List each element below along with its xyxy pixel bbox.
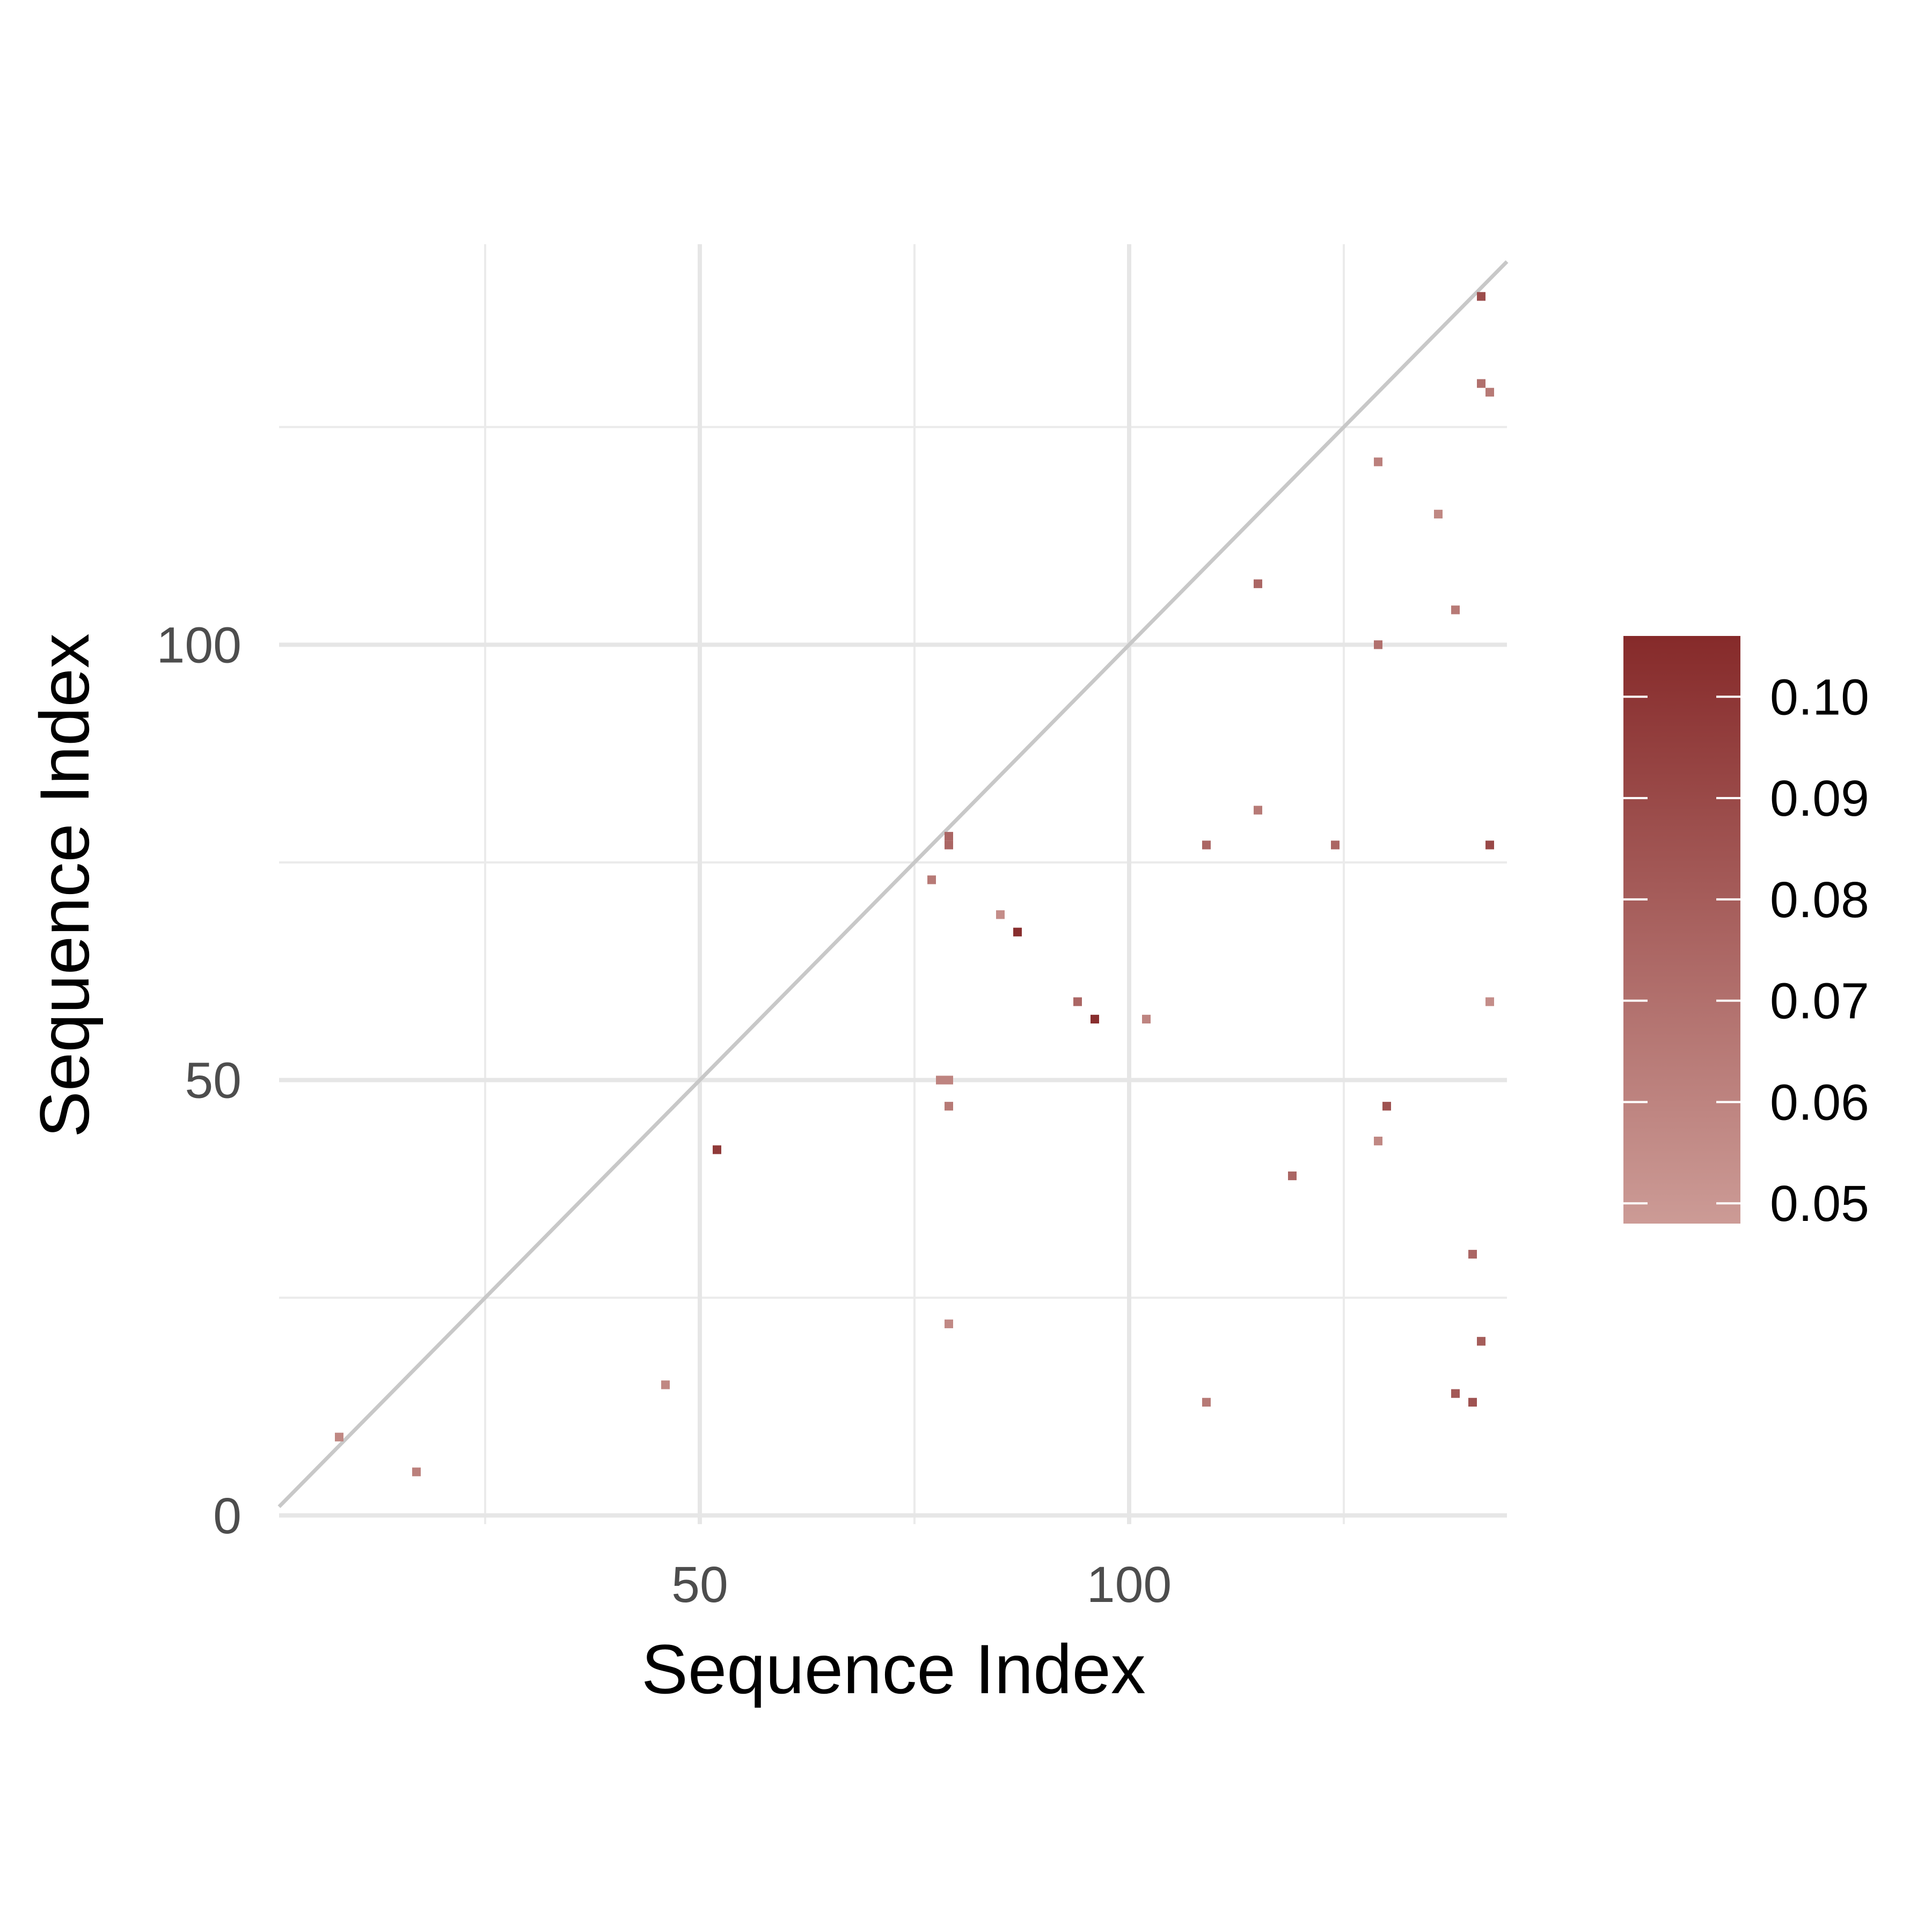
heatmap-cell [1477,292,1485,301]
heatmap-cell [412,1467,421,1476]
heatmap-cell [945,1075,953,1085]
colorbar-legend: 0.05 0.06 0.07 0.08 0.09 0.10 [1623,636,1869,1232]
colorbar-tick-label: 0.05 [1770,1175,1869,1232]
y-axis-ticks: 0 50 100 [156,617,241,1544]
heatmap-cell [1013,927,1022,936]
heatmap-cell [1485,840,1494,850]
heatmap-cell [1142,1014,1151,1024]
heatmap-cell [1434,509,1443,519]
heatmap-cell [1485,387,1494,397]
heatmap-cell [1451,1389,1460,1398]
heatmap-cell [945,1319,953,1328]
heatmap-cell [927,875,936,884]
heatmap-cell [945,1102,953,1111]
heatmap-cell [945,832,953,841]
y-tick-label: 50 [185,1052,241,1109]
heatmap-cell [1202,1397,1211,1407]
heatmap-cell [1374,457,1382,466]
heatmap-cell [1073,997,1082,1006]
heatmap-cell [1468,1249,1477,1259]
y-tick-label: 100 [156,617,241,674]
heatmap-cell [1374,640,1382,649]
colorbar-tick-label: 0.06 [1770,1074,1869,1131]
heatmap-cell [1468,1397,1477,1407]
heatmap-cell [996,910,1005,919]
y-tick-label: 0 [213,1488,241,1545]
heatmap-cell [1254,806,1262,815]
colorbar-tick-label: 0.09 [1770,770,1869,827]
colorbar-tick-label: 0.07 [1770,973,1869,1030]
diagonal-line [277,260,1509,1509]
y-axis-title: Sequence Index [25,633,104,1138]
grid-lines [279,244,1507,1524]
x-tick-label: 50 [671,1556,728,1613]
heatmap-cell [945,840,953,850]
heatmap-cell [1254,579,1262,588]
heatmap-cell [1477,379,1485,388]
colorbar [1623,636,1740,1224]
heatmap-cell [936,1075,945,1085]
colorbar-tick-label: 0.08 [1770,872,1869,928]
diagonal-reference [277,260,1509,1509]
x-tick-label: 100 [1087,1556,1172,1613]
heatmap-cell [1202,840,1211,850]
heatmap-cell [1477,1337,1485,1346]
x-axis-ticks: 50 100 [671,1556,1172,1613]
heatmap-cell [1374,1137,1382,1146]
heatmap-cell [661,1380,670,1389]
heatmap-cell [1288,1171,1297,1181]
heatmap-cell [713,1145,721,1154]
heatmap-cells [335,292,1494,1476]
heatmap-cell [1331,840,1340,850]
colorbar-tick-label: 0.10 [1770,669,1869,726]
heatmap-cell [1485,997,1494,1006]
x-axis-title: Sequence Index [641,1630,1146,1708]
heatmap-cell [1382,1102,1391,1111]
heatmap-cell [1091,1014,1099,1024]
heatmap-cell [1451,605,1460,614]
heatmap-cell [335,1432,343,1441]
